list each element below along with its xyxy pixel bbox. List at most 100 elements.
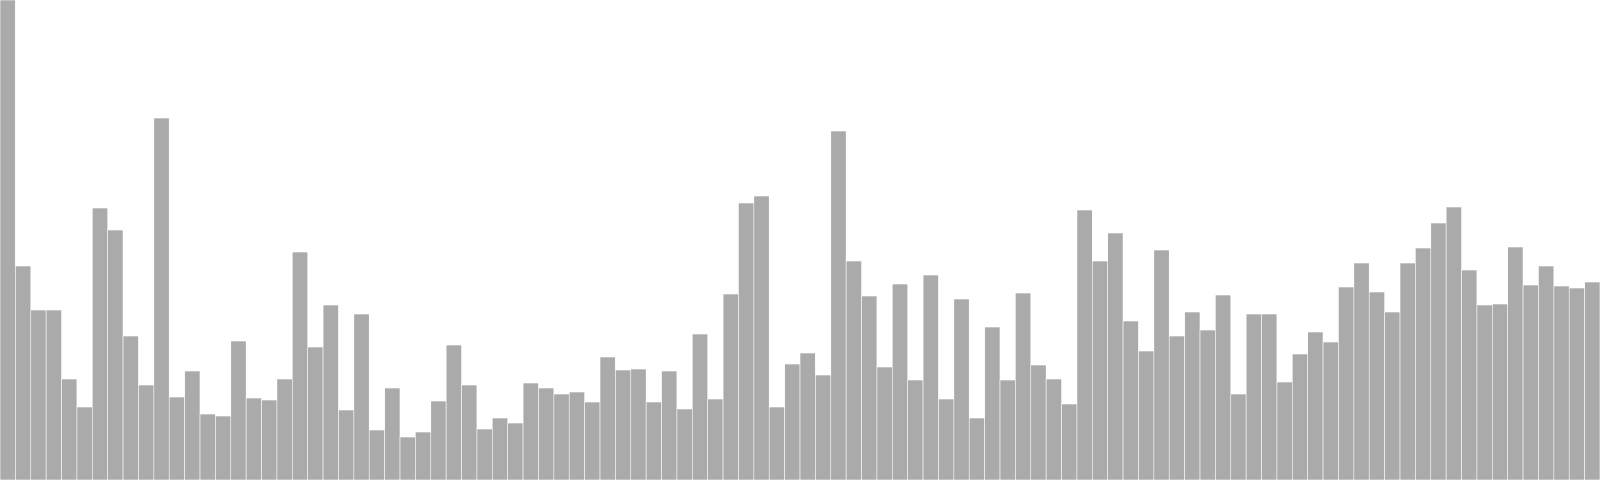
- bar-71: [1076, 209, 1093, 480]
- bar-75: [1138, 350, 1155, 480]
- bar-54: [815, 374, 832, 480]
- bar-96: [1461, 269, 1478, 480]
- bar-27: [399, 436, 416, 480]
- bar-55: [830, 130, 847, 480]
- bar-59: [892, 283, 908, 480]
- bar-3: [30, 309, 47, 480]
- bar-21: [307, 346, 324, 480]
- bar-50: [753, 195, 770, 480]
- bar-77: [1168, 335, 1185, 480]
- bar-37: [553, 393, 570, 480]
- bar-82: [1245, 313, 1262, 480]
- bar-62: [938, 398, 955, 480]
- bar-8: [107, 229, 124, 480]
- bar-51: [768, 406, 785, 480]
- bar-60: [907, 379, 924, 480]
- bar-65: [984, 326, 1001, 480]
- bar-102: [1553, 285, 1570, 480]
- bar-66: [999, 379, 1016, 480]
- bar-101: [1538, 265, 1555, 480]
- bar-58: [876, 366, 893, 480]
- bar-99: [1507, 246, 1524, 480]
- bar-31: [461, 384, 478, 480]
- bar-36: [538, 387, 555, 480]
- bar-56: [845, 260, 862, 480]
- bar-93: [1415, 247, 1432, 480]
- bar-83: [1261, 313, 1278, 480]
- bar-100: [1522, 284, 1539, 480]
- bar-42: [630, 368, 647, 480]
- bar-48: [722, 293, 739, 480]
- bar-10: [138, 384, 155, 480]
- bar-70: [1061, 403, 1078, 480]
- bar-76: [1153, 249, 1170, 480]
- bar-97: [1476, 304, 1493, 480]
- bar-103: [1568, 287, 1585, 480]
- bar-28: [415, 431, 432, 480]
- bar-86: [1307, 331, 1324, 480]
- bar-91: [1384, 311, 1401, 480]
- bar-68: [1030, 364, 1047, 480]
- bar-11: [153, 117, 170, 480]
- bar-89: [1353, 262, 1370, 480]
- bar-15: [215, 415, 232, 480]
- bar-2: [15, 265, 32, 480]
- bar-35: [522, 382, 539, 480]
- bar-44: [661, 370, 678, 480]
- bar-52: [784, 363, 801, 480]
- bar-6: [76, 406, 93, 480]
- bar-32: [476, 428, 493, 480]
- bar-14: [199, 413, 216, 480]
- bar-25: [368, 429, 385, 480]
- bar-78: [1184, 311, 1201, 480]
- bar-98: [1492, 303, 1508, 480]
- bar-41: [615, 369, 632, 480]
- bar-30: [445, 344, 462, 480]
- bar-92: [1399, 262, 1416, 480]
- bar-84: [1276, 381, 1293, 480]
- bar-53: [799, 352, 816, 480]
- bar-61: [922, 274, 939, 480]
- bar-73: [1107, 232, 1124, 480]
- bar-19: [276, 378, 293, 480]
- bar-5: [61, 378, 78, 480]
- bar-95: [1445, 206, 1462, 480]
- bar-13: [184, 370, 201, 480]
- bar-47: [707, 398, 724, 480]
- bar-46: [692, 333, 708, 480]
- bar-90: [1368, 291, 1385, 480]
- bar-18: [261, 399, 278, 480]
- bar-87: [1322, 341, 1339, 480]
- bar-57: [861, 295, 878, 480]
- bar-12: [168, 396, 185, 480]
- bar-88: [1338, 286, 1355, 480]
- bar-17: [245, 397, 262, 480]
- bar-26: [384, 387, 401, 480]
- bar-67: [1015, 292, 1032, 480]
- bar-69: [1045, 378, 1062, 480]
- bar-38: [568, 391, 585, 480]
- bar-24: [353, 313, 370, 480]
- bar-4: [45, 309, 62, 480]
- bar-104: [1584, 281, 1600, 480]
- bar-79: [1199, 329, 1216, 480]
- bar-94: [1430, 222, 1447, 480]
- bar-49: [738, 202, 755, 480]
- bar-85: [1292, 353, 1308, 480]
- bar-34: [507, 422, 524, 480]
- bar-72: [1092, 260, 1108, 480]
- bar-33: [492, 417, 508, 480]
- bar-20: [292, 251, 308, 480]
- bar-9: [122, 335, 139, 480]
- bar-29: [430, 400, 447, 480]
- bar-7: [92, 207, 108, 480]
- bar-45: [676, 408, 693, 480]
- bar-74: [1122, 320, 1139, 480]
- bar-23: [338, 409, 355, 480]
- bar-81: [1230, 393, 1247, 480]
- bar-39: [584, 401, 601, 480]
- bar-1: [0, 0, 16, 480]
- bar-16: [230, 340, 247, 480]
